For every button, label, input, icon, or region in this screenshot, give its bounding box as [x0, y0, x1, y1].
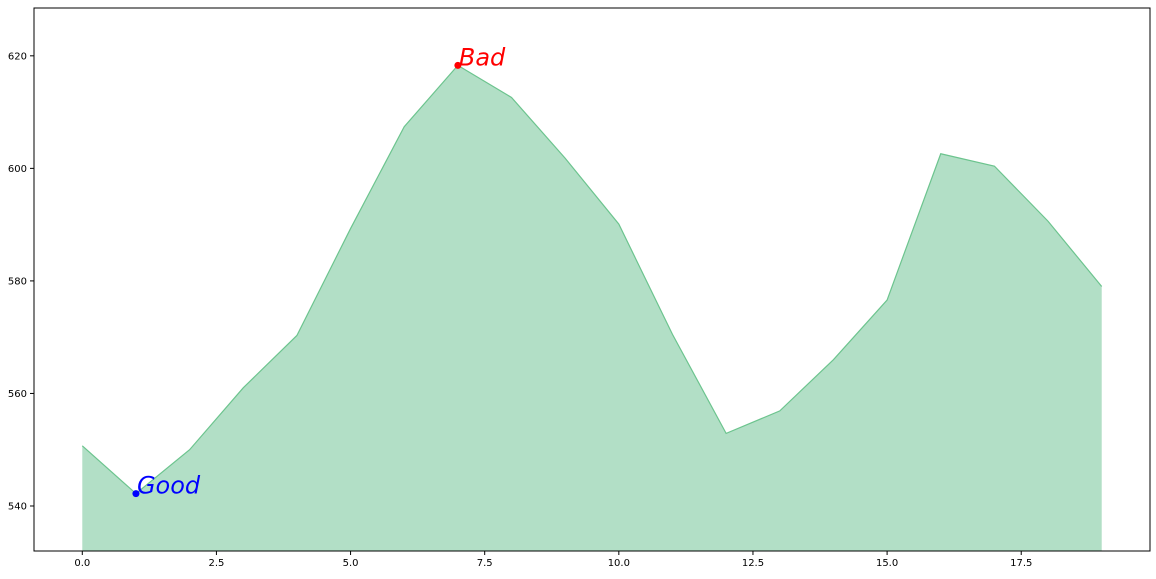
y-tick-label: 620: [8, 51, 27, 62]
x-tick-label: 12.5: [742, 558, 764, 569]
x-tick-label: 5.0: [343, 558, 359, 569]
x-tick-label: 2.5: [208, 558, 224, 569]
y-tick-label: 600: [8, 164, 27, 175]
y-tick-label: 560: [8, 389, 27, 400]
y-tick-label: 540: [8, 501, 27, 512]
annotation-label: Bad: [459, 43, 506, 71]
y-tick-label: 580: [8, 276, 27, 287]
x-tick-label: 7.5: [477, 558, 493, 569]
x-tick-label: 0.0: [74, 558, 90, 569]
x-tick-label: 17.5: [1010, 558, 1032, 569]
annotation-label: Good: [137, 472, 201, 500]
x-tick-label: 15.0: [876, 558, 898, 569]
x-tick-label: 10.0: [608, 558, 630, 569]
